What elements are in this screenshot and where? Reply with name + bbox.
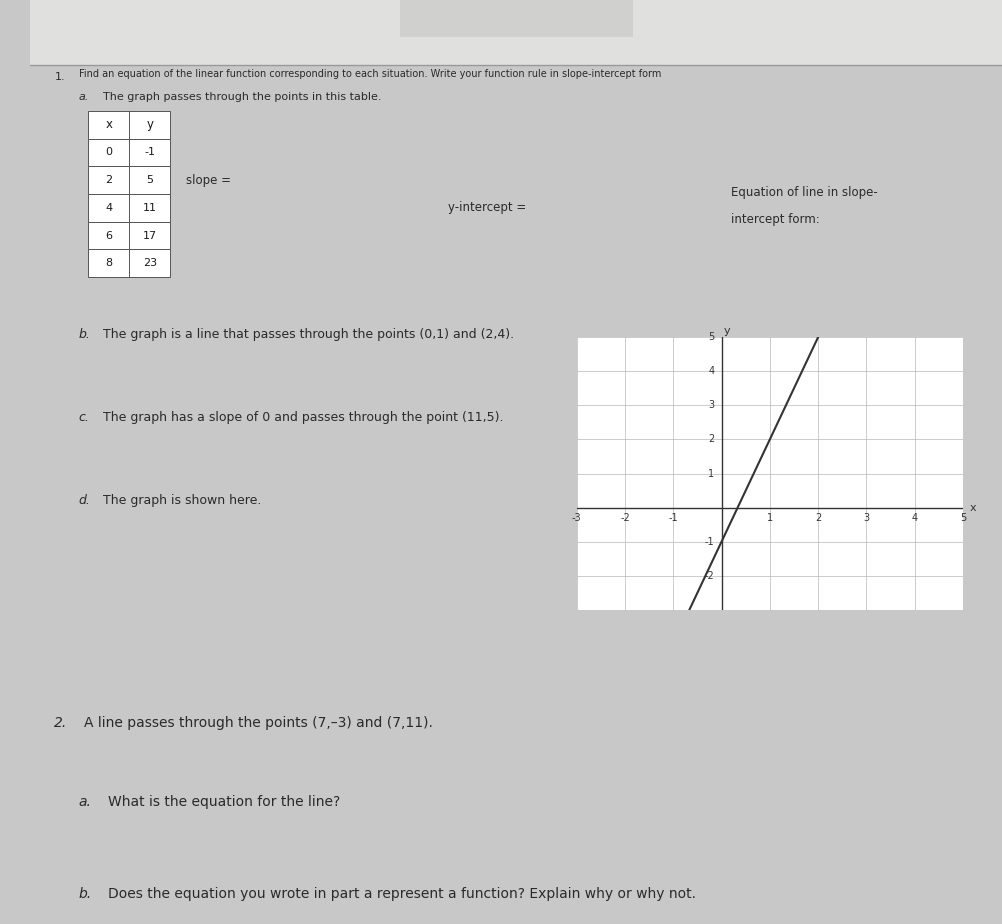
Text: -1: -1: [704, 537, 713, 547]
Text: The graph is a line that passes through the points (0,1) and (2,4).: The graph is a line that passes through …: [103, 328, 514, 341]
Text: 5: 5: [146, 176, 153, 185]
Text: 3: 3: [863, 513, 869, 523]
Bar: [88, 249, 170, 277]
Text: 2.: 2.: [54, 716, 67, 730]
Text: y-intercept =: y-intercept =: [448, 201, 526, 214]
Bar: [400, 0, 632, 37]
Text: 2: 2: [707, 434, 713, 444]
Text: 4: 4: [911, 513, 917, 523]
Text: 23: 23: [142, 259, 156, 268]
Text: slope =: slope =: [185, 174, 230, 187]
Text: b.: b.: [79, 328, 90, 341]
Text: 2: 2: [105, 176, 112, 185]
Text: 8: 8: [105, 259, 112, 268]
Text: x: x: [969, 503, 976, 513]
Text: 4: 4: [105, 203, 112, 213]
Text: Does the equation you wrote in part a represent a function? Explain why or why n: Does the equation you wrote in part a re…: [108, 887, 695, 901]
Text: -2: -2: [619, 513, 629, 523]
Text: 17: 17: [142, 231, 156, 240]
Text: 4: 4: [707, 366, 713, 376]
Text: -3: -3: [571, 513, 581, 523]
Text: Find an equation of the linear function corresponding to each situation. Write y: Find an equation of the linear function …: [79, 69, 660, 79]
Bar: [88, 139, 170, 166]
Text: Equation of line in slope-: Equation of line in slope-: [729, 186, 877, 199]
Text: 11: 11: [142, 203, 156, 213]
Text: 5: 5: [707, 333, 713, 342]
Bar: [88, 222, 170, 249]
Text: 6: 6: [105, 231, 112, 240]
Text: y: y: [723, 325, 729, 335]
Text: d.: d.: [79, 494, 90, 507]
Text: -2: -2: [703, 571, 713, 581]
Text: The graph passes through the points in this table.: The graph passes through the points in t…: [103, 92, 381, 103]
Text: 2: 2: [815, 513, 821, 523]
Text: y: y: [146, 118, 153, 131]
Text: What is the equation for the line?: What is the equation for the line?: [108, 795, 340, 808]
Text: c.: c.: [79, 411, 89, 424]
Bar: [88, 194, 170, 222]
Text: A line passes through the points (7,–3) and (7,11).: A line passes through the points (7,–3) …: [83, 716, 432, 730]
Text: b.: b.: [79, 887, 92, 901]
Text: The graph has a slope of 0 and passes through the point (11,5).: The graph has a slope of 0 and passes th…: [103, 411, 503, 424]
Text: 1: 1: [707, 468, 713, 479]
Text: 5: 5: [959, 513, 965, 523]
Text: x: x: [105, 118, 112, 131]
Text: a.: a.: [79, 795, 91, 808]
Bar: [30, 0, 1002, 65]
Text: a.: a.: [79, 92, 89, 103]
Text: 1: 1: [766, 513, 773, 523]
Text: 3: 3: [707, 400, 713, 410]
Bar: [88, 166, 170, 194]
Text: 0: 0: [105, 148, 112, 157]
Text: The graph is shown here.: The graph is shown here.: [103, 494, 262, 507]
Text: -1: -1: [144, 148, 155, 157]
Text: intercept form:: intercept form:: [729, 213, 819, 225]
Bar: [88, 111, 170, 139]
Text: -1: -1: [667, 513, 677, 523]
Text: 1.: 1.: [54, 72, 65, 82]
